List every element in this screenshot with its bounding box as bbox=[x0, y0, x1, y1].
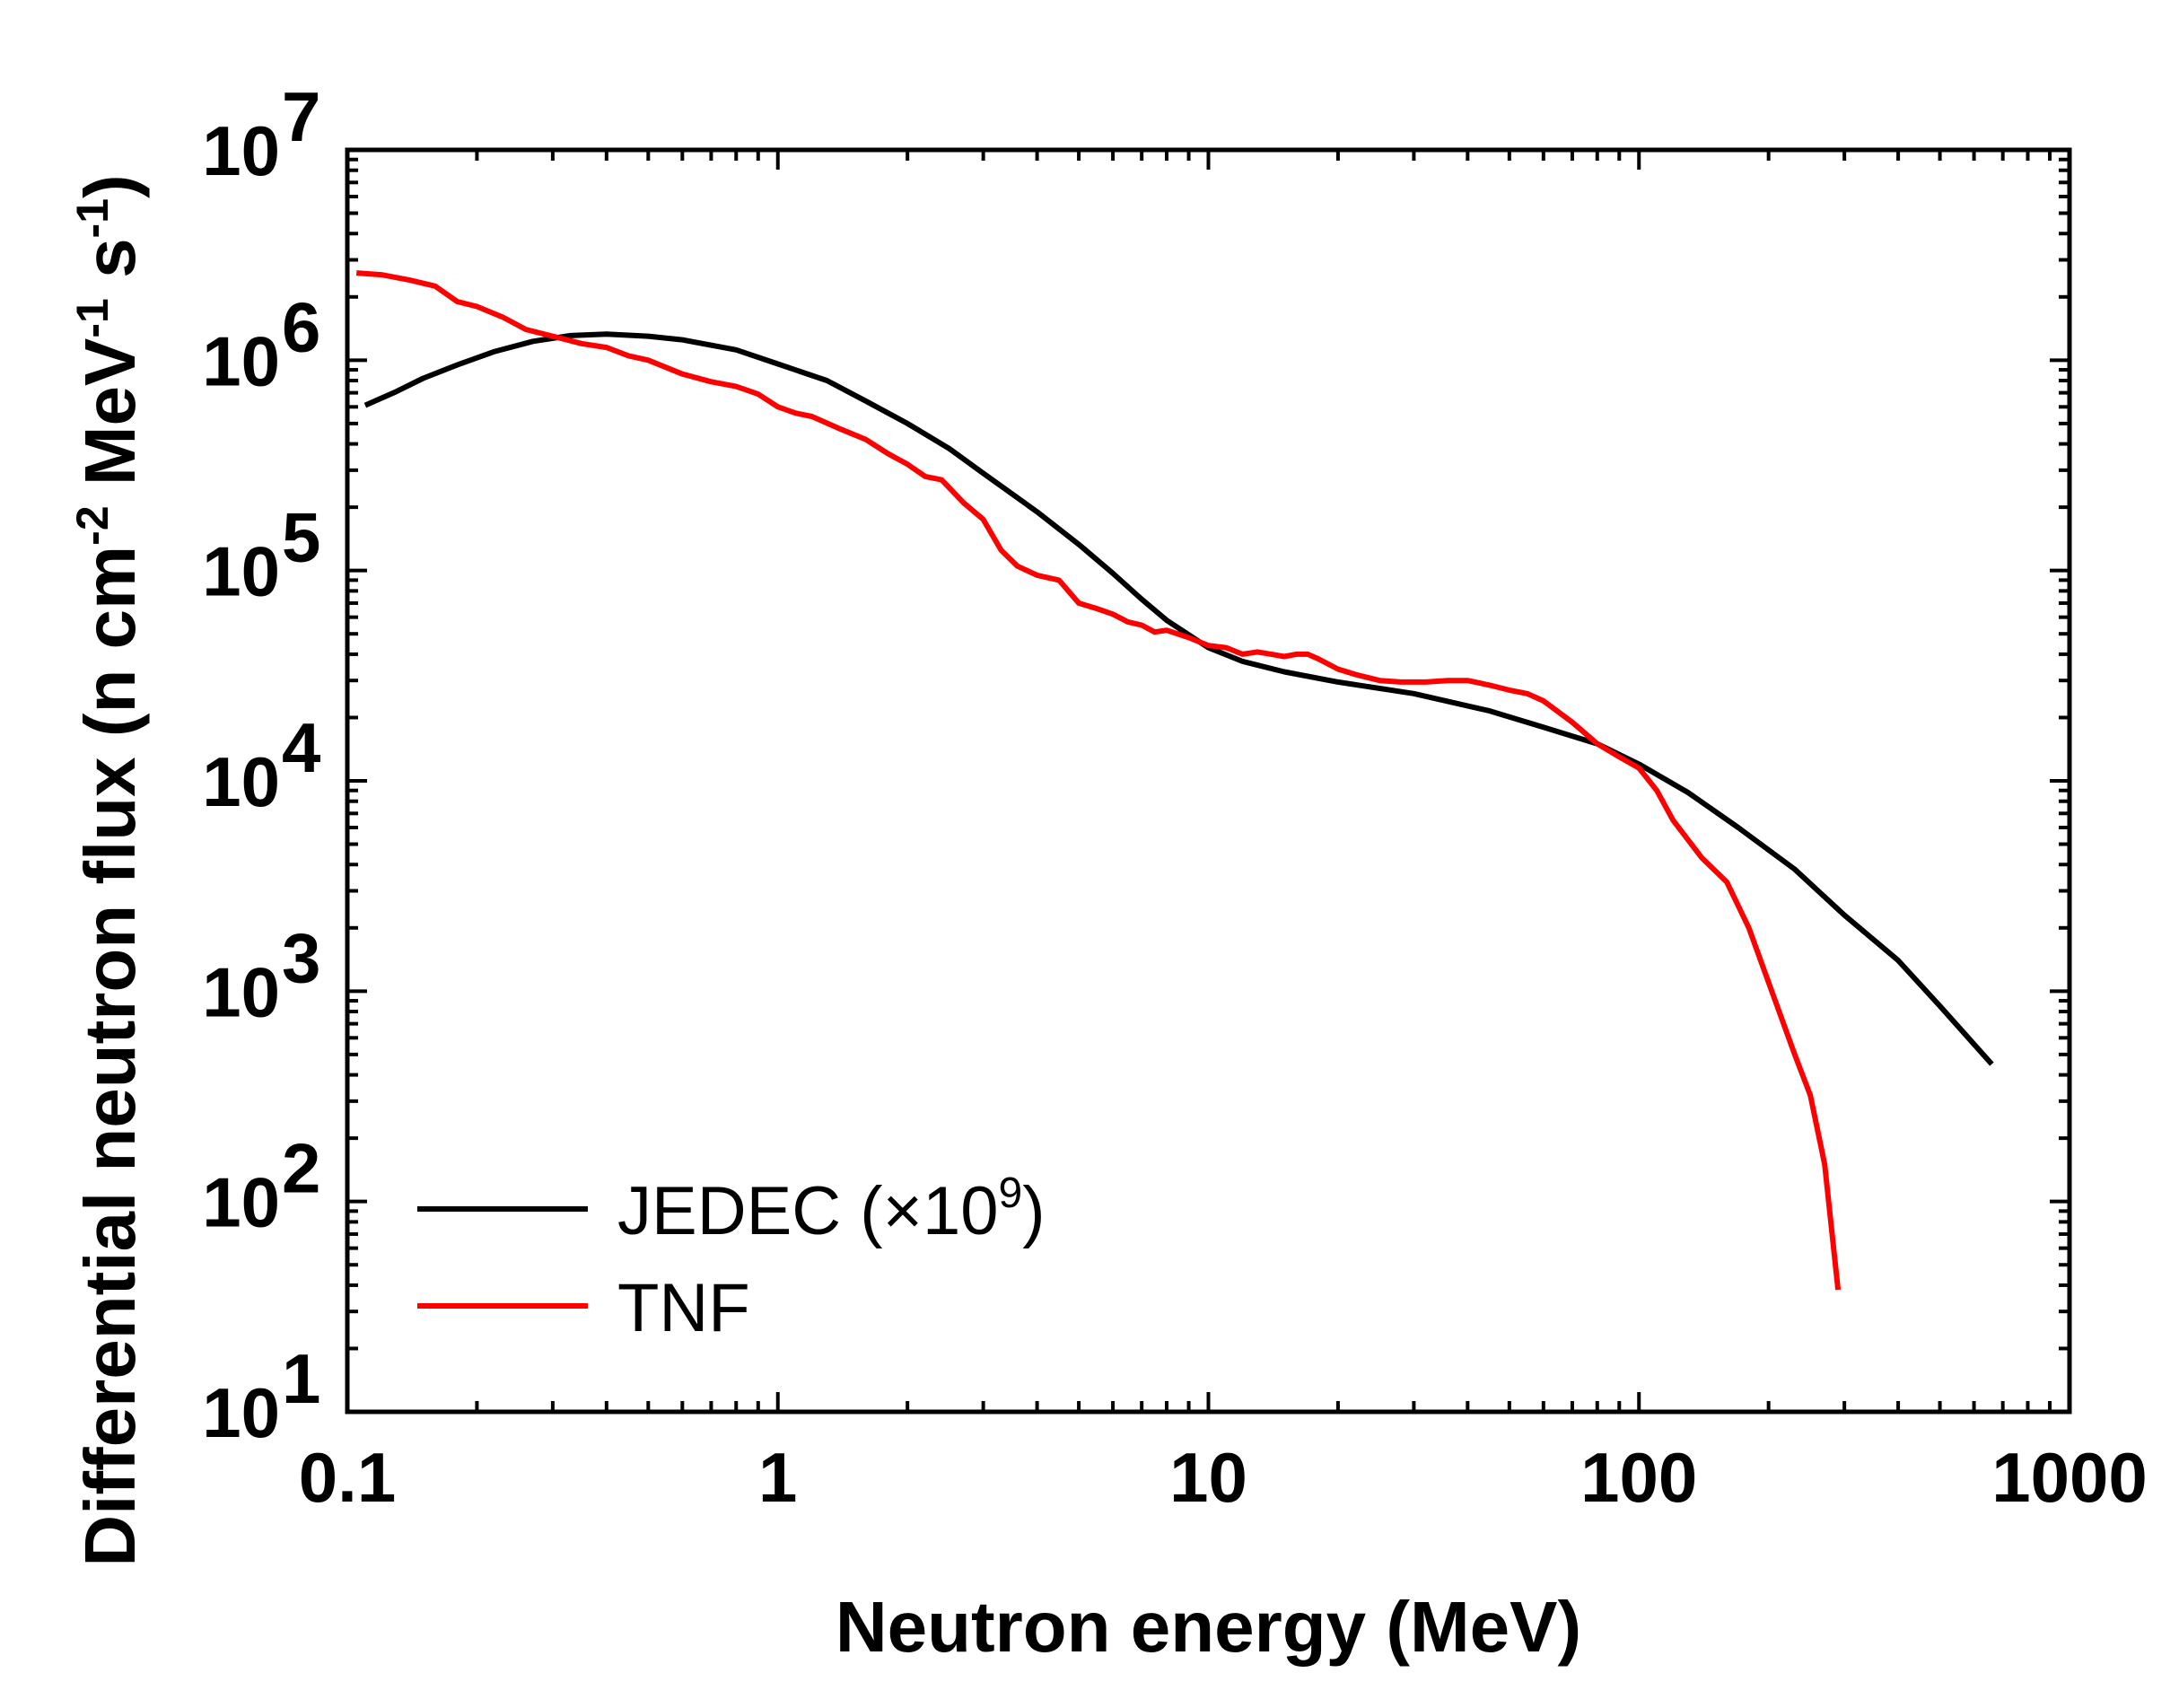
y-axis-title-part: Differential neutron flux (n cm bbox=[70, 546, 150, 1567]
x-tick-label: 10 bbox=[1169, 1438, 1247, 1517]
y-axis-title-part: ) bbox=[70, 174, 150, 198]
plot-frame bbox=[345, 147, 2072, 1415]
x-tick-label: 1 bbox=[758, 1438, 797, 1517]
y-axis-title-part: s bbox=[70, 238, 150, 298]
y-tick-exponent: 7 bbox=[282, 77, 320, 156]
y-tick-exponent: 4 bbox=[282, 708, 320, 787]
y-tick-label: 10 bbox=[202, 321, 280, 400]
legend-label-part: TNF bbox=[617, 1270, 750, 1346]
x-tick-label: 100 bbox=[1580, 1438, 1697, 1517]
series-line-jedec bbox=[363, 331, 1994, 1066]
legend: JEDEC (×109) TNF bbox=[417, 1169, 1046, 1346]
y-axis-title-part: MeV bbox=[70, 338, 150, 506]
y-tick-label: 10 bbox=[202, 1163, 280, 1242]
legend-label-tnf: TNF bbox=[617, 1270, 750, 1346]
legend-label-jedec: JEDEC (×109) bbox=[617, 1169, 1046, 1249]
tick-layer bbox=[346, 150, 2070, 1414]
series-line-tnf bbox=[355, 270, 1842, 1291]
y-axis-title-superscript: -2 bbox=[67, 505, 118, 545]
y-axis-title: Differential neutron flux (n cm-2 MeV-1 … bbox=[67, 174, 150, 1566]
x-axis-title: Neutron energy (MeV) bbox=[836, 1587, 1581, 1667]
y-tick-exponent: 2 bbox=[282, 1129, 320, 1208]
y-tick-exponent: 5 bbox=[282, 498, 320, 577]
y-tick-exponent: 3 bbox=[282, 918, 320, 997]
x-tick-label: 1000 bbox=[1991, 1438, 2148, 1517]
y-axis-title-superscript: -1 bbox=[67, 198, 118, 238]
x-tick-label: 0.1 bbox=[299, 1438, 396, 1517]
y-tick-label: 10 bbox=[202, 742, 280, 821]
y-tick-label: 10 bbox=[202, 532, 280, 611]
y-tick-label: 10 bbox=[202, 1373, 280, 1452]
y-axis-title-superscript: -1 bbox=[67, 298, 118, 337]
series-layer bbox=[355, 270, 1994, 1291]
y-tick-exponent: 1 bbox=[282, 1339, 320, 1418]
y-tick-label: 10 bbox=[202, 952, 280, 1031]
y-tick-exponent: 6 bbox=[282, 287, 320, 366]
legend-superscript: 9 bbox=[999, 1169, 1023, 1217]
legend-label-part: ) bbox=[1022, 1173, 1045, 1249]
legend-label-part: JEDEC (×10 bbox=[617, 1173, 999, 1249]
y-tick-label: 10 bbox=[202, 111, 280, 190]
